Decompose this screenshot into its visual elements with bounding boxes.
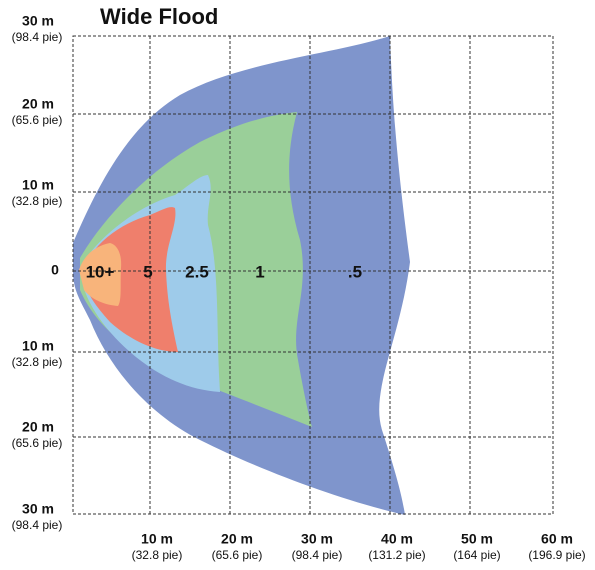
- y-label: 20 m: [22, 96, 54, 112]
- x-label: 10 m: [141, 531, 173, 547]
- x-label: 50 m: [461, 531, 493, 547]
- x-label-sub: (32.8 pie): [132, 548, 183, 562]
- y-label-sub: (32.8 pie): [12, 355, 63, 369]
- y-label: 10 m: [22, 338, 54, 354]
- y-label-sub: (98.4 pie): [12, 30, 63, 44]
- zone-label: 5: [143, 262, 152, 281]
- zone-area: [79, 243, 122, 306]
- y-label-sub: (65.6 pie): [12, 113, 63, 127]
- y-label: 30 m: [22, 13, 54, 29]
- zone-label: .5: [348, 262, 362, 281]
- y-label-sub: (98.4 pie): [12, 518, 63, 532]
- y-label-sub: (32.8 pie): [12, 194, 63, 208]
- x-label: 40 m: [381, 531, 413, 547]
- title: Wide Flood: [100, 4, 218, 29]
- zone-label: 1: [255, 262, 264, 281]
- x-label-sub: (65.6 pie): [212, 548, 263, 562]
- y-label: 10 m: [22, 177, 54, 193]
- zone-label: 2.5: [185, 262, 209, 281]
- grid: [72, 35, 554, 515]
- x-label: 30 m: [301, 531, 333, 547]
- x-label: 20 m: [221, 531, 253, 547]
- y-label-sub: (65.6 pie): [12, 436, 63, 450]
- x-label-sub: (196.9 pie): [528, 548, 585, 562]
- x-label-sub: (164 pie): [453, 548, 500, 562]
- zone-label: 10+: [86, 262, 115, 281]
- x-label-sub: (98.4 pie): [292, 548, 343, 562]
- x-label: 60 m: [541, 531, 573, 547]
- y-label: 20 m: [22, 419, 54, 435]
- x-label-sub: (131.2 pie): [368, 548, 425, 562]
- origin-label: 0: [51, 262, 59, 278]
- y-label: 30 m: [22, 501, 54, 517]
